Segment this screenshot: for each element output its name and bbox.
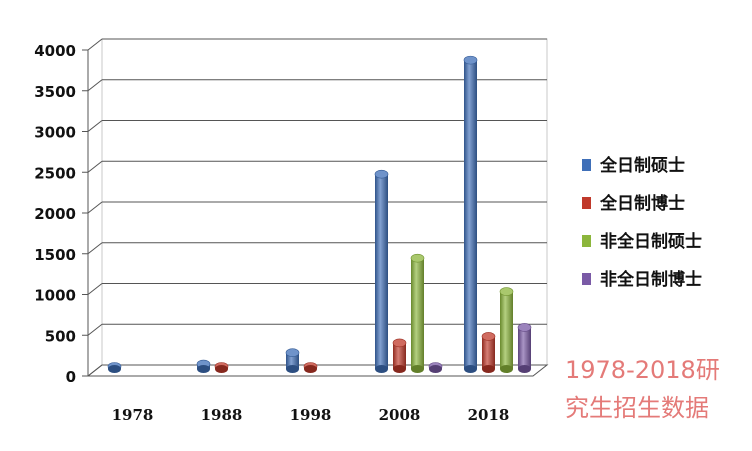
gridline-diagonal [87,201,103,214]
bar-2018-3 [517,323,532,373]
caption-line-2: 究生招生数据 [565,394,709,422]
legend-item: 全日制硕士 [582,155,685,176]
gridline-diagonal [87,283,103,295]
bar-2008-3 [428,362,443,373]
x-tick-label: 1988 [201,406,243,424]
legend-label: 非全日制博士 [600,269,702,290]
gridlines [87,38,548,377]
axes [82,49,549,377]
bar-1978-0 [107,362,122,373]
y-tick-label: 3500 [34,83,76,101]
legend-item: 非全日制博士 [582,269,702,290]
bars [107,55,532,373]
gridline-diagonal [87,38,103,51]
bar-1998-1 [303,362,318,373]
bar-2018-1 [481,332,496,373]
bar-2018-2 [499,287,514,373]
gridline-diagonal [87,242,103,255]
bar-1988-0 [196,359,211,373]
y-tick-label: 0 [66,368,76,386]
legend-label: 全日制博士 [599,193,685,214]
caption-line-1: 1978-2018研 [565,356,720,384]
legend-swatch [582,273,591,285]
x-tick-label: 2008 [379,406,421,424]
legend-item: 非全日制硕士 [582,231,702,252]
y-tick-label: 1500 [34,246,76,264]
y-tick-label: 3000 [34,124,76,142]
gridline-diagonal [87,160,103,173]
legend-label: 非全日制硕士 [600,231,702,252]
gridline-diagonal [87,79,103,92]
bar-1988-1 [214,362,229,373]
y-tick-label: 1000 [34,287,76,305]
bar-2008-2 [410,253,425,373]
gridline-diagonal [87,120,103,132]
x-axis-ticks: 1978 1988 1998 2008 2018 [112,406,510,424]
x-tick-label: 1978 [112,406,154,424]
bar-2008-0 [374,169,389,373]
y-axis-ticks: 0 500 1000 1500 2000 2500 3000 3500 4000 [34,42,76,386]
x-tick-label: 2018 [468,406,510,424]
y-tick-label: 4000 [34,42,76,60]
legend-label: 全日制硕士 [599,155,685,176]
x-tick-label: 1998 [290,406,332,424]
y-tick-label: 2000 [34,205,76,223]
legend-swatch [582,159,591,171]
bar-1998-0 [285,348,300,373]
bar-2018-0 [463,55,478,373]
y-tick-label: 500 [45,327,76,345]
y-tick-label: 2500 [34,164,76,182]
bar-2008-1 [392,338,407,373]
legend-swatch [582,197,591,209]
legend-swatch [582,235,591,247]
floor [86,364,549,377]
gridline-diagonal [87,323,103,336]
legend-item: 全日制博士 [582,193,685,214]
